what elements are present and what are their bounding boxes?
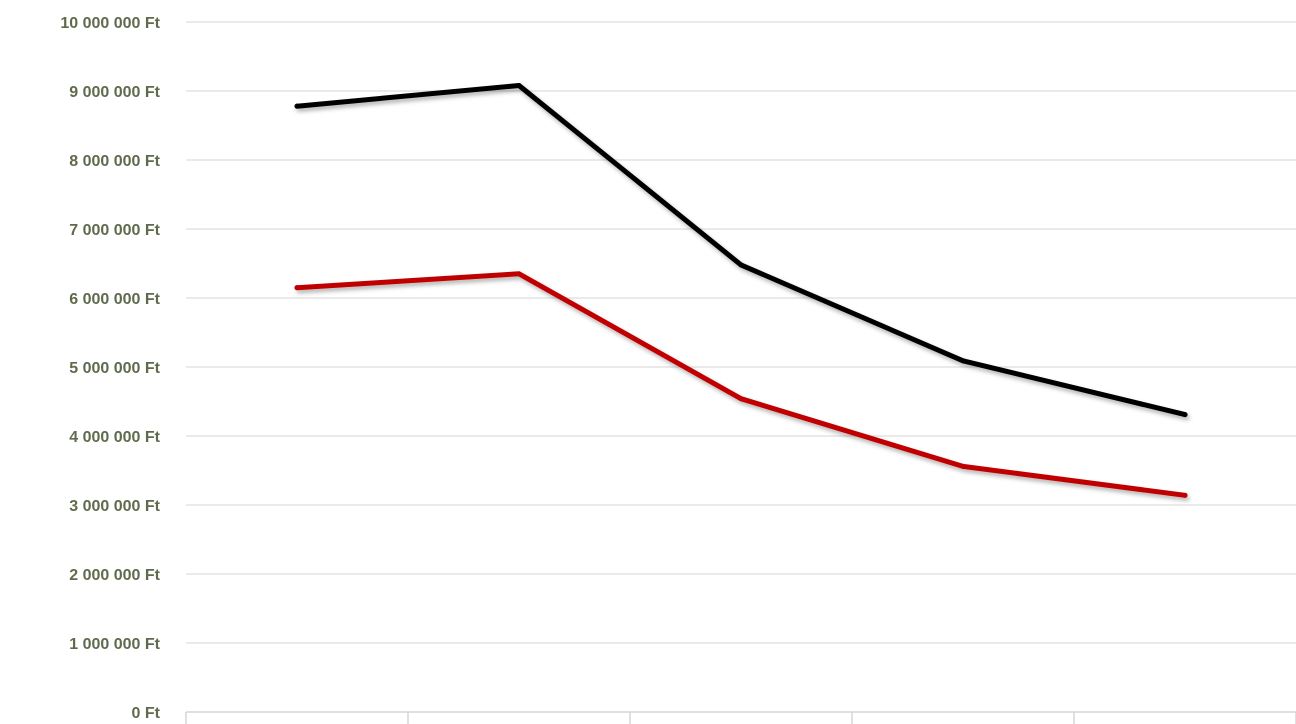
y-tick-label: 1 000 000 Ft	[69, 636, 160, 653]
series-lines	[294, 82, 1188, 498]
y-tick-label: 5 000 000 Ft	[69, 360, 160, 377]
series-1-point	[960, 358, 966, 364]
x-axis	[185, 711, 1296, 724]
series-2-point	[516, 271, 522, 277]
y-tick-label: 3 000 000 Ft	[69, 498, 160, 515]
y-tick-label: 10 000 000 Ft	[60, 15, 160, 32]
y-tick-label: 0 Ft	[132, 705, 161, 722]
series-2-point	[960, 463, 966, 469]
y-tick-label: 2 000 000 Ft	[69, 567, 160, 584]
series-1-point	[738, 262, 744, 268]
y-tick-label: 4 000 000 Ft	[69, 429, 160, 446]
y-tick-label: 9 000 000 Ft	[69, 84, 160, 101]
series-1-point	[516, 82, 522, 88]
gridlines	[186, 21, 1296, 644]
y-tick-label: 6 000 000 Ft	[69, 291, 160, 308]
series-2-point	[294, 285, 300, 291]
series-1-point	[1182, 412, 1188, 418]
y-axis-tick-labels: 0 Ft 1 000 000 Ft 2 000 000 Ft 3 000 000 Ft…	[60, 15, 160, 722]
series-1-point	[294, 103, 300, 109]
y-tick-label: 8 000 000 Ft	[69, 153, 160, 170]
series-2-point	[738, 396, 744, 402]
series-2-point	[1182, 492, 1188, 498]
y-tick-label: 7 000 000 Ft	[69, 222, 160, 239]
